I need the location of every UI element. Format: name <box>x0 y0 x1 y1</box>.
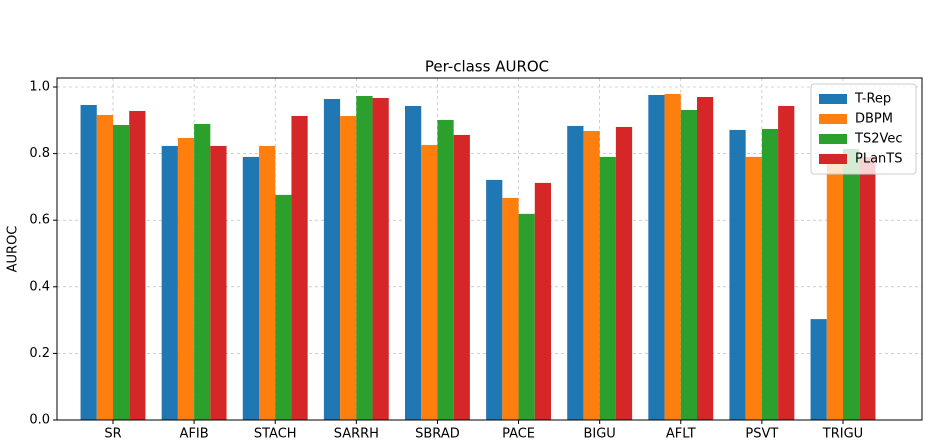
bar <box>859 156 876 420</box>
y-tick-label: 0.0 <box>29 413 50 428</box>
bar <box>826 160 843 420</box>
bar <box>96 114 113 420</box>
bar <box>534 182 551 420</box>
bar <box>177 137 195 420</box>
bar <box>129 110 146 420</box>
legend-swatch <box>819 134 847 144</box>
bar <box>697 96 714 420</box>
bar <box>210 145 227 421</box>
x-tick-label: SARRH <box>334 427 379 442</box>
bar <box>518 213 535 420</box>
bar <box>745 156 762 420</box>
bar <box>583 130 600 420</box>
bar <box>259 145 276 421</box>
y-tick-label: 0.8 <box>29 146 50 161</box>
bar <box>291 115 308 420</box>
bar <box>340 115 357 420</box>
bar <box>421 144 438 421</box>
axes-frame <box>56 77 923 421</box>
y-tick-label: 0.4 <box>29 279 50 294</box>
x-tick-label: AFIB <box>180 427 209 442</box>
bar <box>372 97 389 420</box>
legend-swatch <box>819 94 847 104</box>
bar <box>778 105 795 421</box>
bar <box>242 156 259 420</box>
bar <box>615 126 633 421</box>
bar <box>437 119 454 420</box>
bar <box>113 124 130 421</box>
bar <box>405 105 422 421</box>
y-tick-label: 0.6 <box>29 213 50 228</box>
bar <box>664 93 681 420</box>
x-tick-label: SBRAD <box>415 427 460 442</box>
bar <box>567 125 584 421</box>
x-tick-label: TRIGU <box>822 427 863 442</box>
bar <box>502 197 519 420</box>
bar <box>729 129 746 420</box>
legend-label: DBPM <box>855 112 893 127</box>
bar <box>761 128 779 420</box>
x-tick-label: PACE <box>502 427 535 442</box>
bar <box>453 134 470 420</box>
bar <box>599 156 616 420</box>
bar <box>194 123 211 421</box>
y-tick-label: 1.0 <box>29 79 50 94</box>
bar <box>356 95 373 420</box>
bar <box>275 194 292 420</box>
x-tick-label: PSVT <box>745 427 778 442</box>
x-tick-label: SR <box>104 427 121 442</box>
y-tick-label: 0.2 <box>29 346 50 361</box>
x-tick-label: BIGU <box>583 427 615 442</box>
bar <box>486 179 503 420</box>
legend-swatch <box>819 154 847 164</box>
chart-title: Per-class AUROC <box>425 58 549 76</box>
bar <box>80 104 97 421</box>
legend-label: T-Rep <box>854 92 891 107</box>
legend-label: TS2Vec <box>854 132 903 147</box>
x-tick-label: AFLT <box>666 427 696 442</box>
bar <box>323 98 341 420</box>
legend-box <box>810 83 917 175</box>
bar <box>810 319 827 420</box>
bar <box>680 109 697 420</box>
bar <box>161 145 178 421</box>
legend-swatch <box>819 114 847 124</box>
y-axis-label: AUROC <box>6 226 21 273</box>
x-tick-label: STACH <box>254 427 297 442</box>
bar <box>648 94 665 420</box>
legend-label: PLanTS <box>855 152 902 167</box>
bar <box>843 148 860 421</box>
